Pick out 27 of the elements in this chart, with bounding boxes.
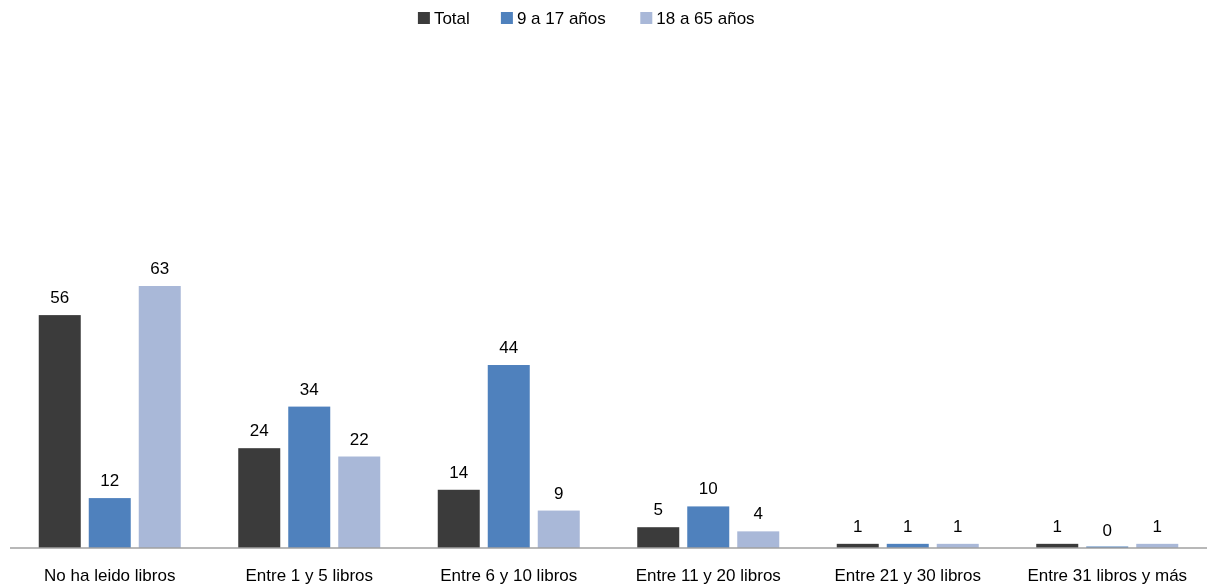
legend-label: 9 a 17 años [516, 9, 606, 28]
data-label: 10 [698, 479, 718, 499]
data-label: 12 [100, 471, 120, 491]
data-label: 34 [299, 379, 319, 399]
x-tick-label: Entre 11 y 20 libros [635, 566, 781, 585]
data-label: 14 [449, 462, 469, 482]
x-tick-label: No ha leido libros [44, 566, 176, 585]
data-label: 1 [853, 516, 863, 536]
data-label: 5 [653, 500, 663, 520]
data-label: 44 [499, 338, 519, 358]
legend-label: 18 a 65 años [656, 9, 755, 28]
data-label: 63 [150, 259, 170, 278]
data-label: 1 [903, 516, 913, 536]
data-label: 22 [349, 429, 369, 449]
data-label: 1 [1152, 516, 1162, 536]
data-label: 1 [953, 516, 963, 536]
legend-label: Total [433, 9, 470, 28]
data-label: 56 [50, 288, 70, 308]
x-tick-label: Entre 1 y 5 libros [245, 566, 374, 585]
data-label: 9 [554, 483, 564, 503]
data-label: 24 [249, 421, 269, 441]
data-label: 0 [1102, 521, 1112, 540]
data-label: 4 [753, 504, 763, 524]
x-tick-label: Entre 21 y 30 libros [834, 566, 981, 585]
data-label: 1 [1052, 516, 1062, 536]
x-tick-label: Entre 31 libros y más [1027, 566, 1188, 585]
x-tick-label: Entre 6 y 10 libros [440, 566, 578, 585]
